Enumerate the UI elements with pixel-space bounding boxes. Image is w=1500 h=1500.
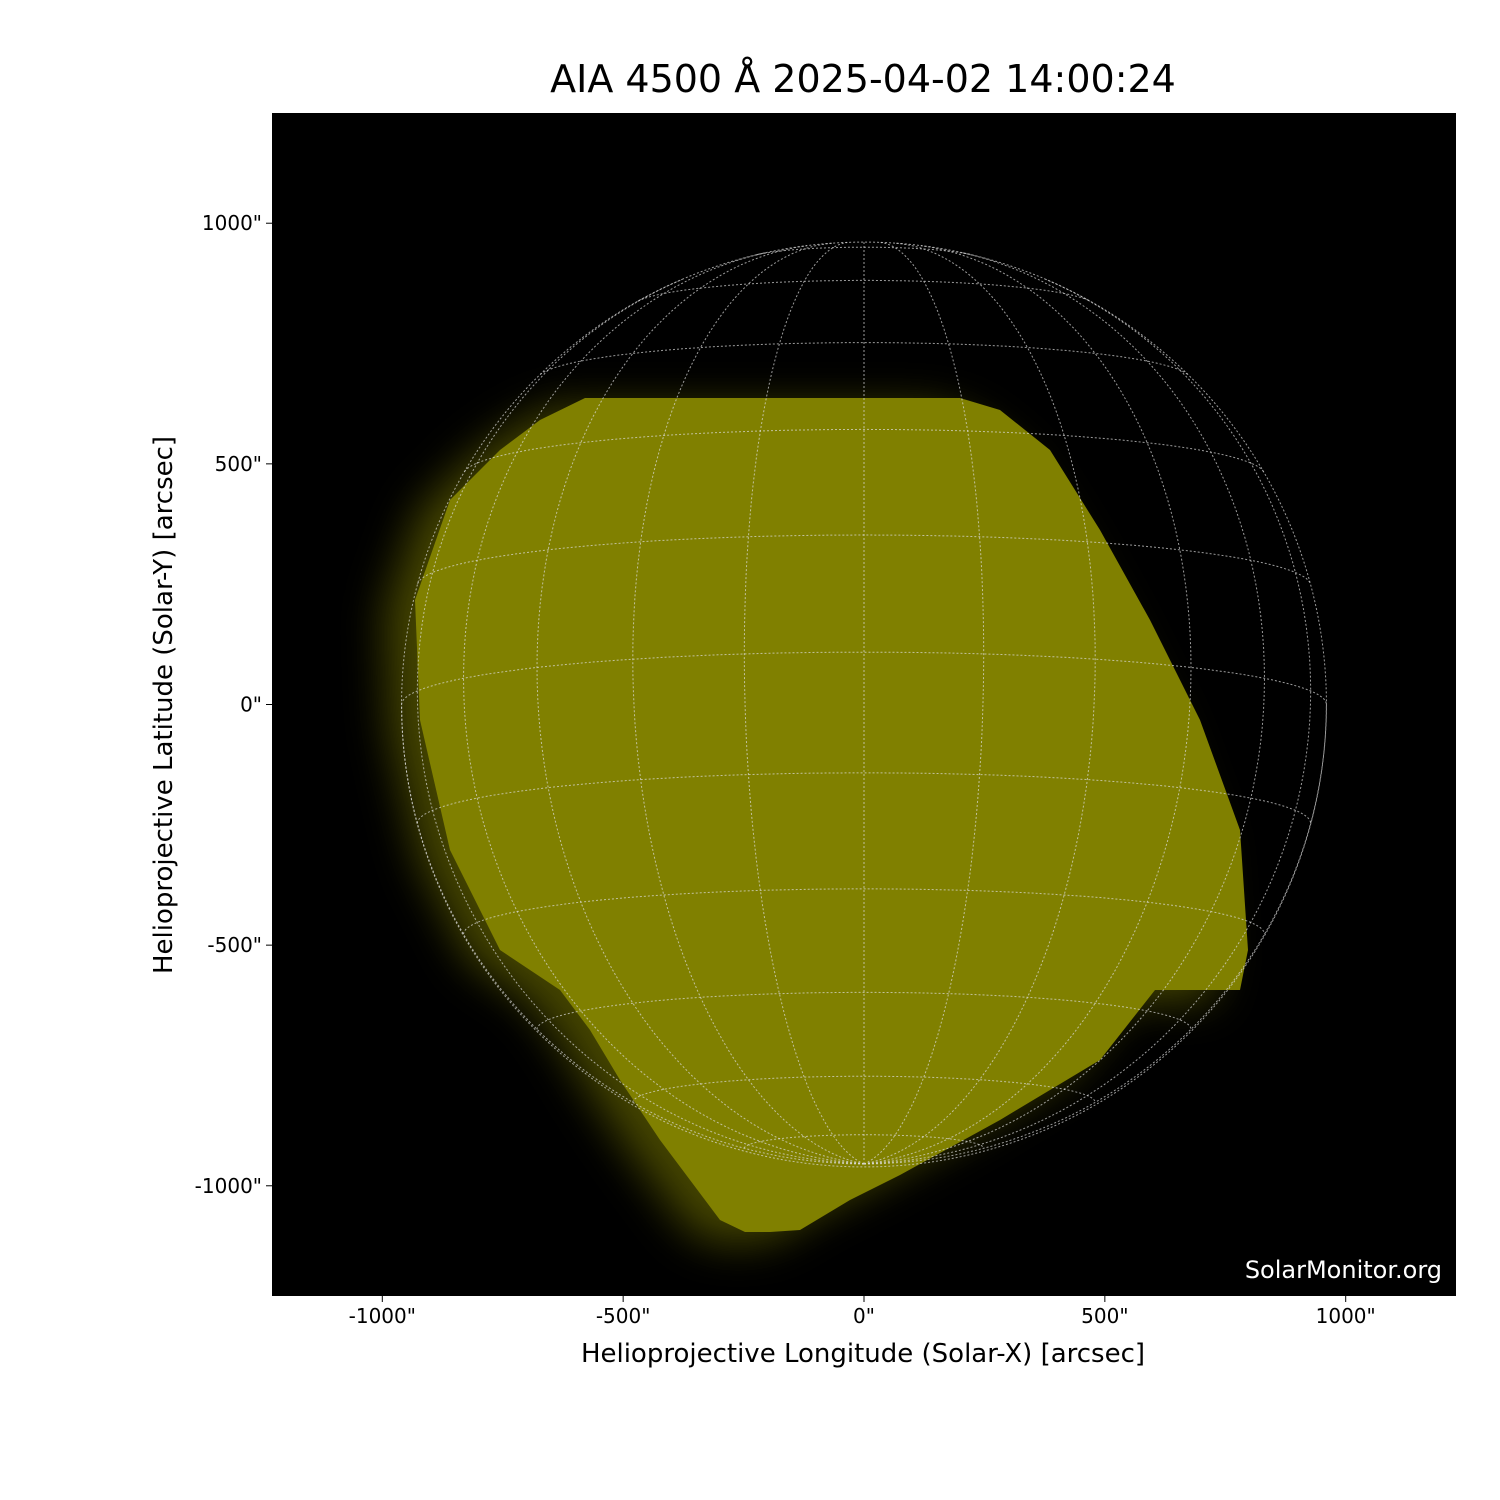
limb [401,241,1327,1168]
y-tick-label: -500" [207,933,262,957]
grid-line [637,279,1091,302]
grid-line [536,245,865,1165]
x-tick-label: -500" [596,1304,651,1328]
grid-line [632,242,865,1165]
grid-line [464,428,1264,472]
grid-line [863,278,1312,1165]
y-tick-label: 0" [240,693,262,717]
grid-line [416,278,865,1165]
x-tick-label: 0" [853,1304,875,1328]
grid-line [462,251,865,1165]
x-axis-label: Helioprojective Longitude (Solar-X) [arc… [581,1339,1145,1369]
emission [415,398,1248,1232]
x-tick-label: 1000" [1316,1304,1376,1328]
grid-line [863,245,1192,1165]
solar-image [385,241,1327,1242]
grid-line [401,651,1327,705]
grid-line [401,704,865,1165]
grid-line [536,991,1192,1030]
y-tick-label: 500" [215,452,262,476]
y-axis-label: Helioprojective Latitude (Solar-Y) [arcs… [149,436,179,974]
chart-title: AIA 4500 Å 2025-04-02 14:00:24 [550,57,1176,101]
y-tick-label: 1000" [202,211,262,235]
grid-line [743,242,865,1165]
grid-line [863,242,985,1165]
x-tick-label: 500" [1081,1304,1128,1328]
grid-line [863,242,1096,1165]
x-tick-label: -1000" [349,1304,416,1328]
grid-line [863,251,1266,1165]
y-tick-label: -1000" [195,1174,262,1198]
watermark: SolarMonitor.org [1245,1256,1442,1284]
grid-line [863,704,1327,1165]
